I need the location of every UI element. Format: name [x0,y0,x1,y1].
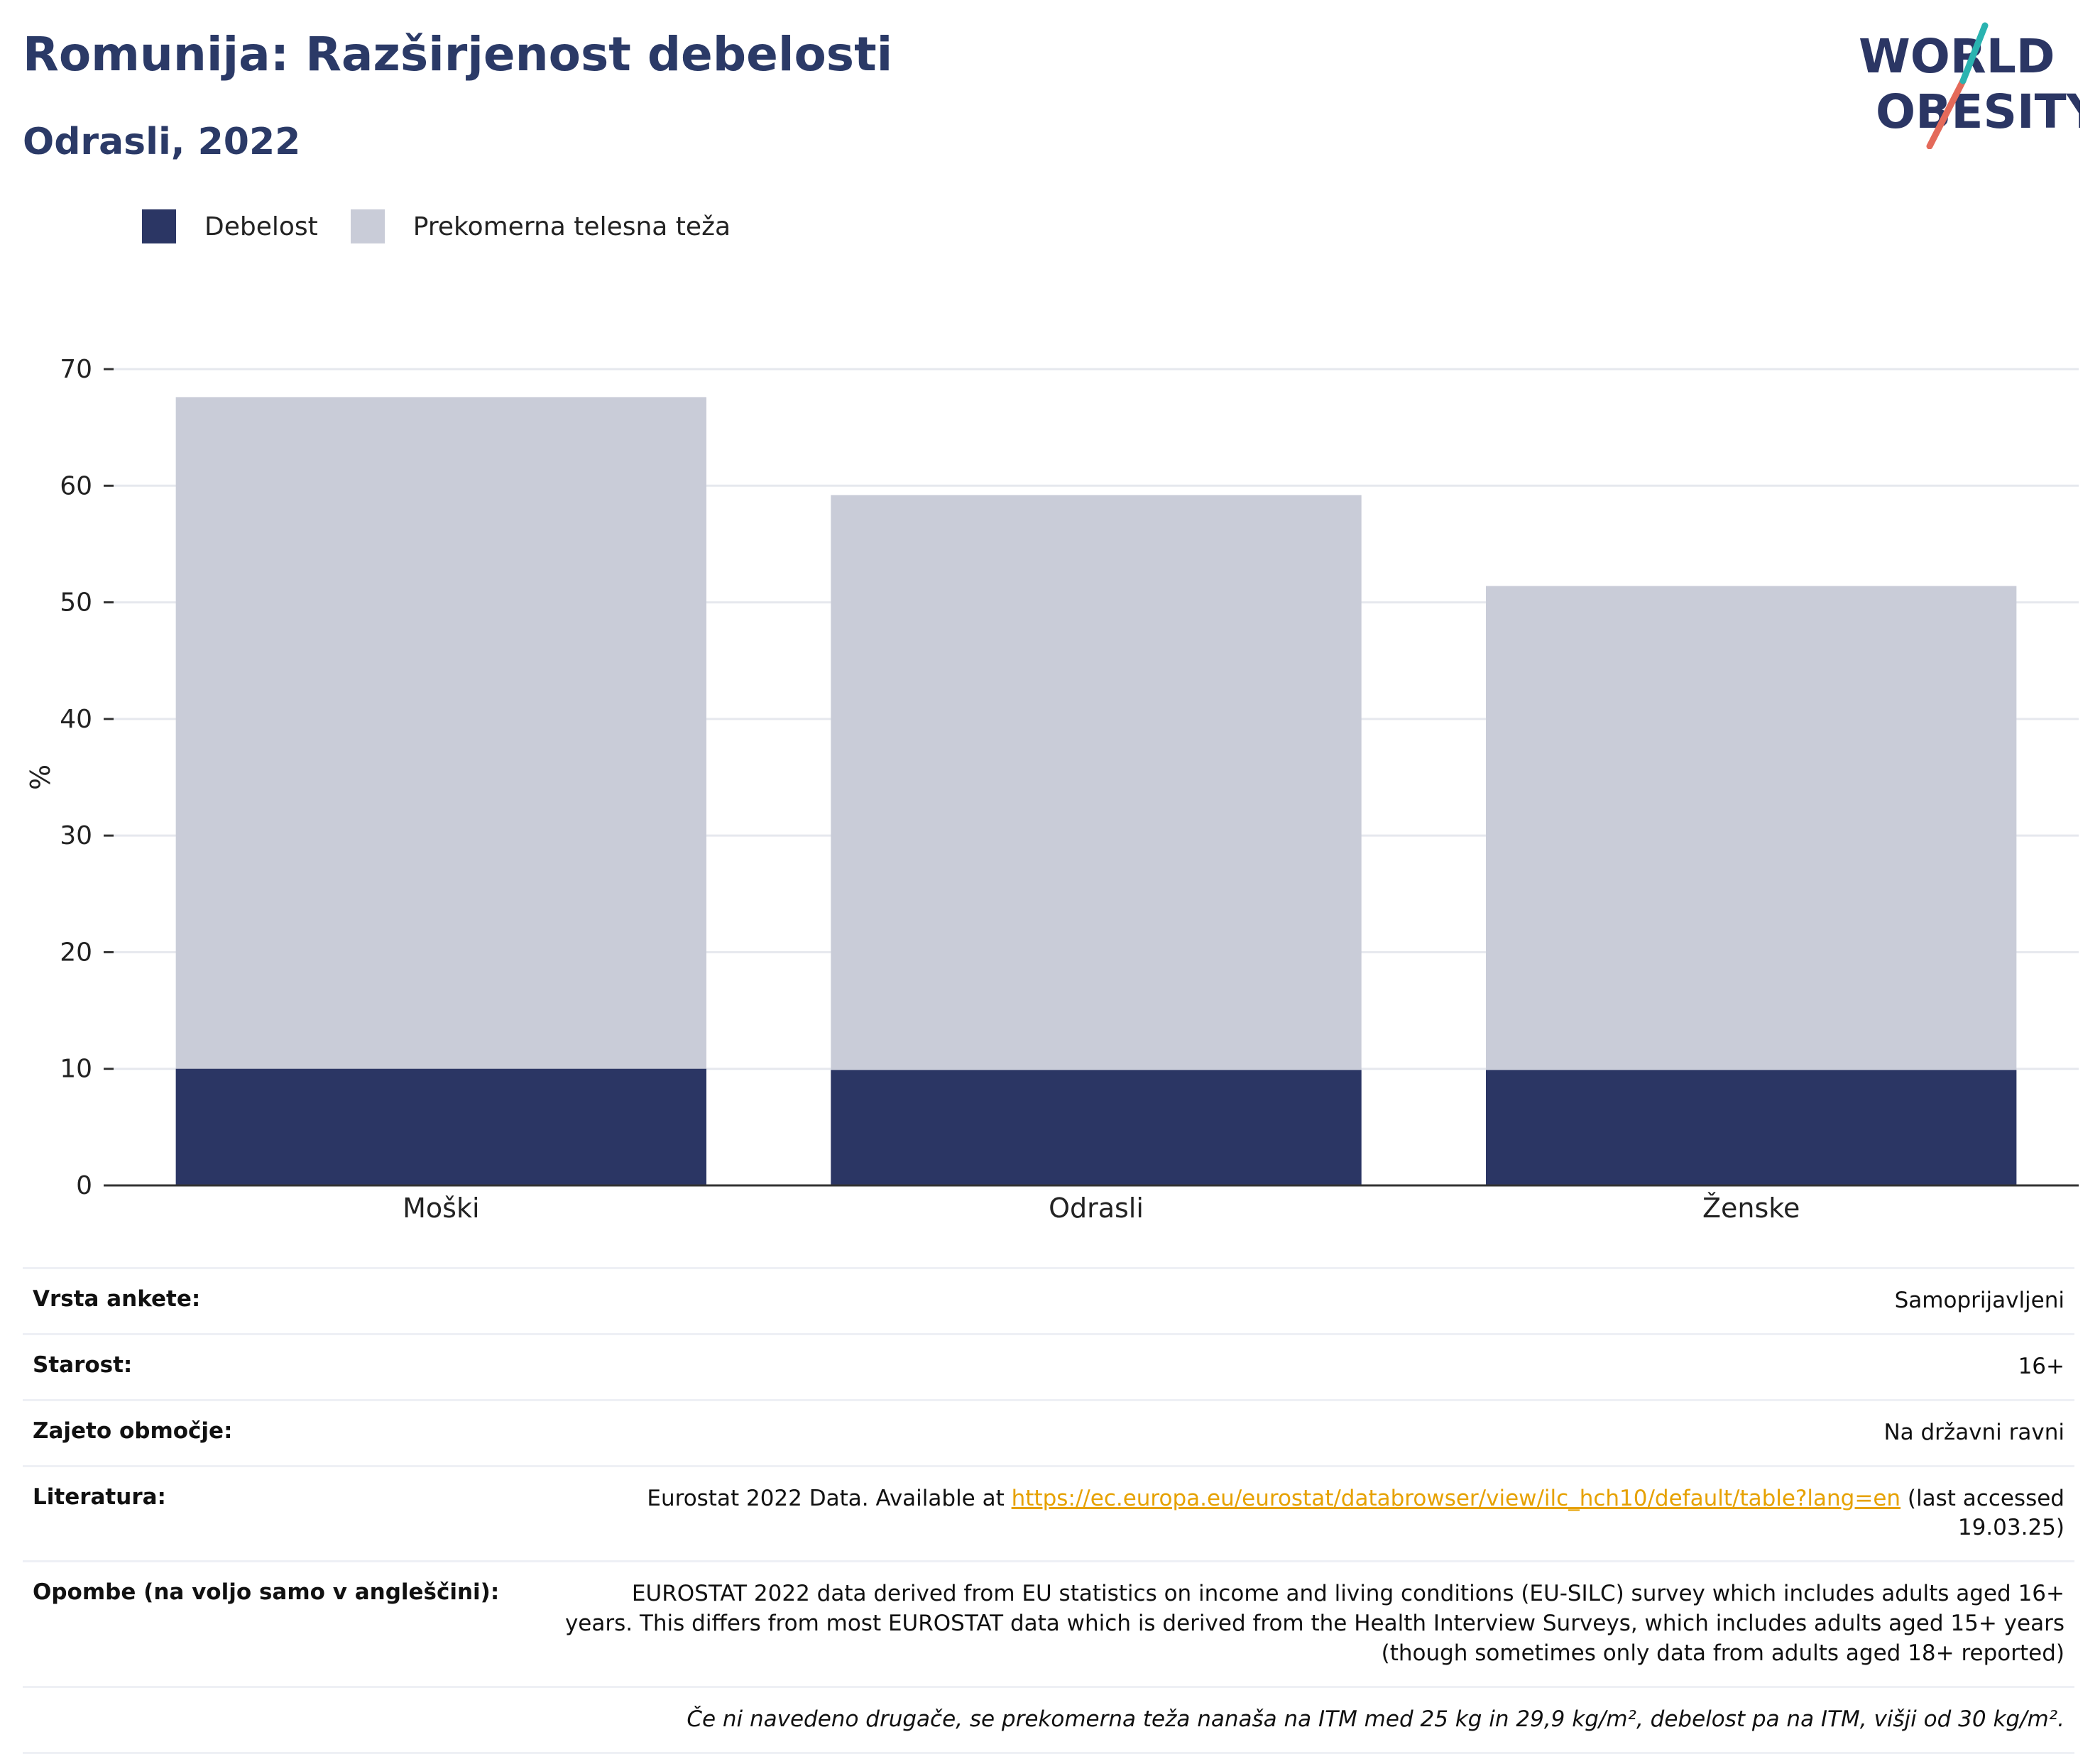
logo-line1: WORLD [1859,29,2055,84]
bar-overweight-0 [175,397,707,1185]
legend-label-overweight: Prekomerna telesna teža [412,212,731,241]
y-tick-label: 40 [60,705,92,734]
legend-swatch-overweight [350,209,385,243]
meta-row-survey: Vrsta ankete: Samoprijavljeni [23,1267,2074,1334]
meta-age-label: Starost: [23,1332,554,1401]
y-tick-label: 30 [60,821,92,850]
bar-obesity-2 [1485,1070,2017,1185]
ref-prefix: Eurostat 2022 Data. Available at [647,1485,1012,1511]
y-tick-label: 70 [60,355,92,384]
page-subtitle: Odrasli, 2022 [23,121,301,163]
legend-item-overweight[interactable]: Prekomerna telesna teža [350,209,731,243]
x-tick-label: Odrasli [1049,1193,1144,1224]
logo-line2: OBESITY [1876,84,2080,139]
y-tick-label: 10 [60,1055,92,1084]
meta-age-value: 16+ [554,1332,2074,1401]
x-tick-label: Ženske [1702,1193,1800,1224]
legend-label-obesity: Debelost [204,212,318,241]
footnote: Če ni navedeno drugače, se prekomerna te… [23,1685,2074,1754]
metadata-table: Vrsta ankete: Samoprijavljeni Starost: 1… [23,1267,2074,1754]
chart-legend: Debelost Prekomerna telesna teža [142,209,763,243]
meta-survey-label: Vrsta ankete: [23,1267,554,1334]
meta-row-notes: Opombe (na voljo samo v angleščini): EUR… [23,1560,2074,1687]
x-tick-label: Moški [403,1193,479,1224]
bar-chart: 0 10 20 30 40 50 60 70% Moški Odrasli Ženske [25,355,2079,1224]
meta-row-age: Starost: 16+ [23,1332,2074,1401]
y-tick-label: 20 [60,938,92,967]
meta-ref-value: Eurostat 2022 Data. Available at https:/… [554,1464,2074,1562]
bar-obesity-0 [175,1068,707,1185]
meta-ref-label: Literatura: [23,1464,554,1562]
bar-obesity-1 [831,1070,1362,1185]
ref-suffix: (last accessed 19.03.25) [1901,1485,2065,1541]
y-axis-label: % [25,764,56,790]
meta-survey-value: Samoprijavljeni [554,1267,2074,1334]
reference-link[interactable]: https://ec.europa.eu/eurostat/databrowse… [1011,1485,1901,1511]
meta-row-coverage: Zajeto območje: Na državni ravni [23,1398,2074,1467]
page-title: Romunija: Razširjenost debelosti [23,27,893,82]
meta-row-footnote: Če ni navedeno drugače, se prekomerna te… [23,1685,2074,1754]
y-tick-label: 60 [60,471,92,500]
meta-notes-value: EUROSTAT 2022 data derived from EU stati… [554,1560,2074,1687]
meta-coverage-value: Na državni ravni [554,1398,2074,1467]
legend-item-obesity[interactable]: Debelost [142,209,318,243]
legend-swatch-obesity [142,209,176,243]
y-tick-label: 0 [76,1171,92,1200]
world-obesity-logo: WORLD OBESITY [1859,22,2080,149]
meta-notes-label: Opombe (na voljo samo v angleščini): [23,1560,554,1687]
meta-row-reference: Literatura: Eurostat 2022 Data. Availabl… [23,1464,2074,1562]
y-tick-label: 50 [60,588,92,618]
meta-coverage-label: Zajeto območje: [23,1398,554,1467]
